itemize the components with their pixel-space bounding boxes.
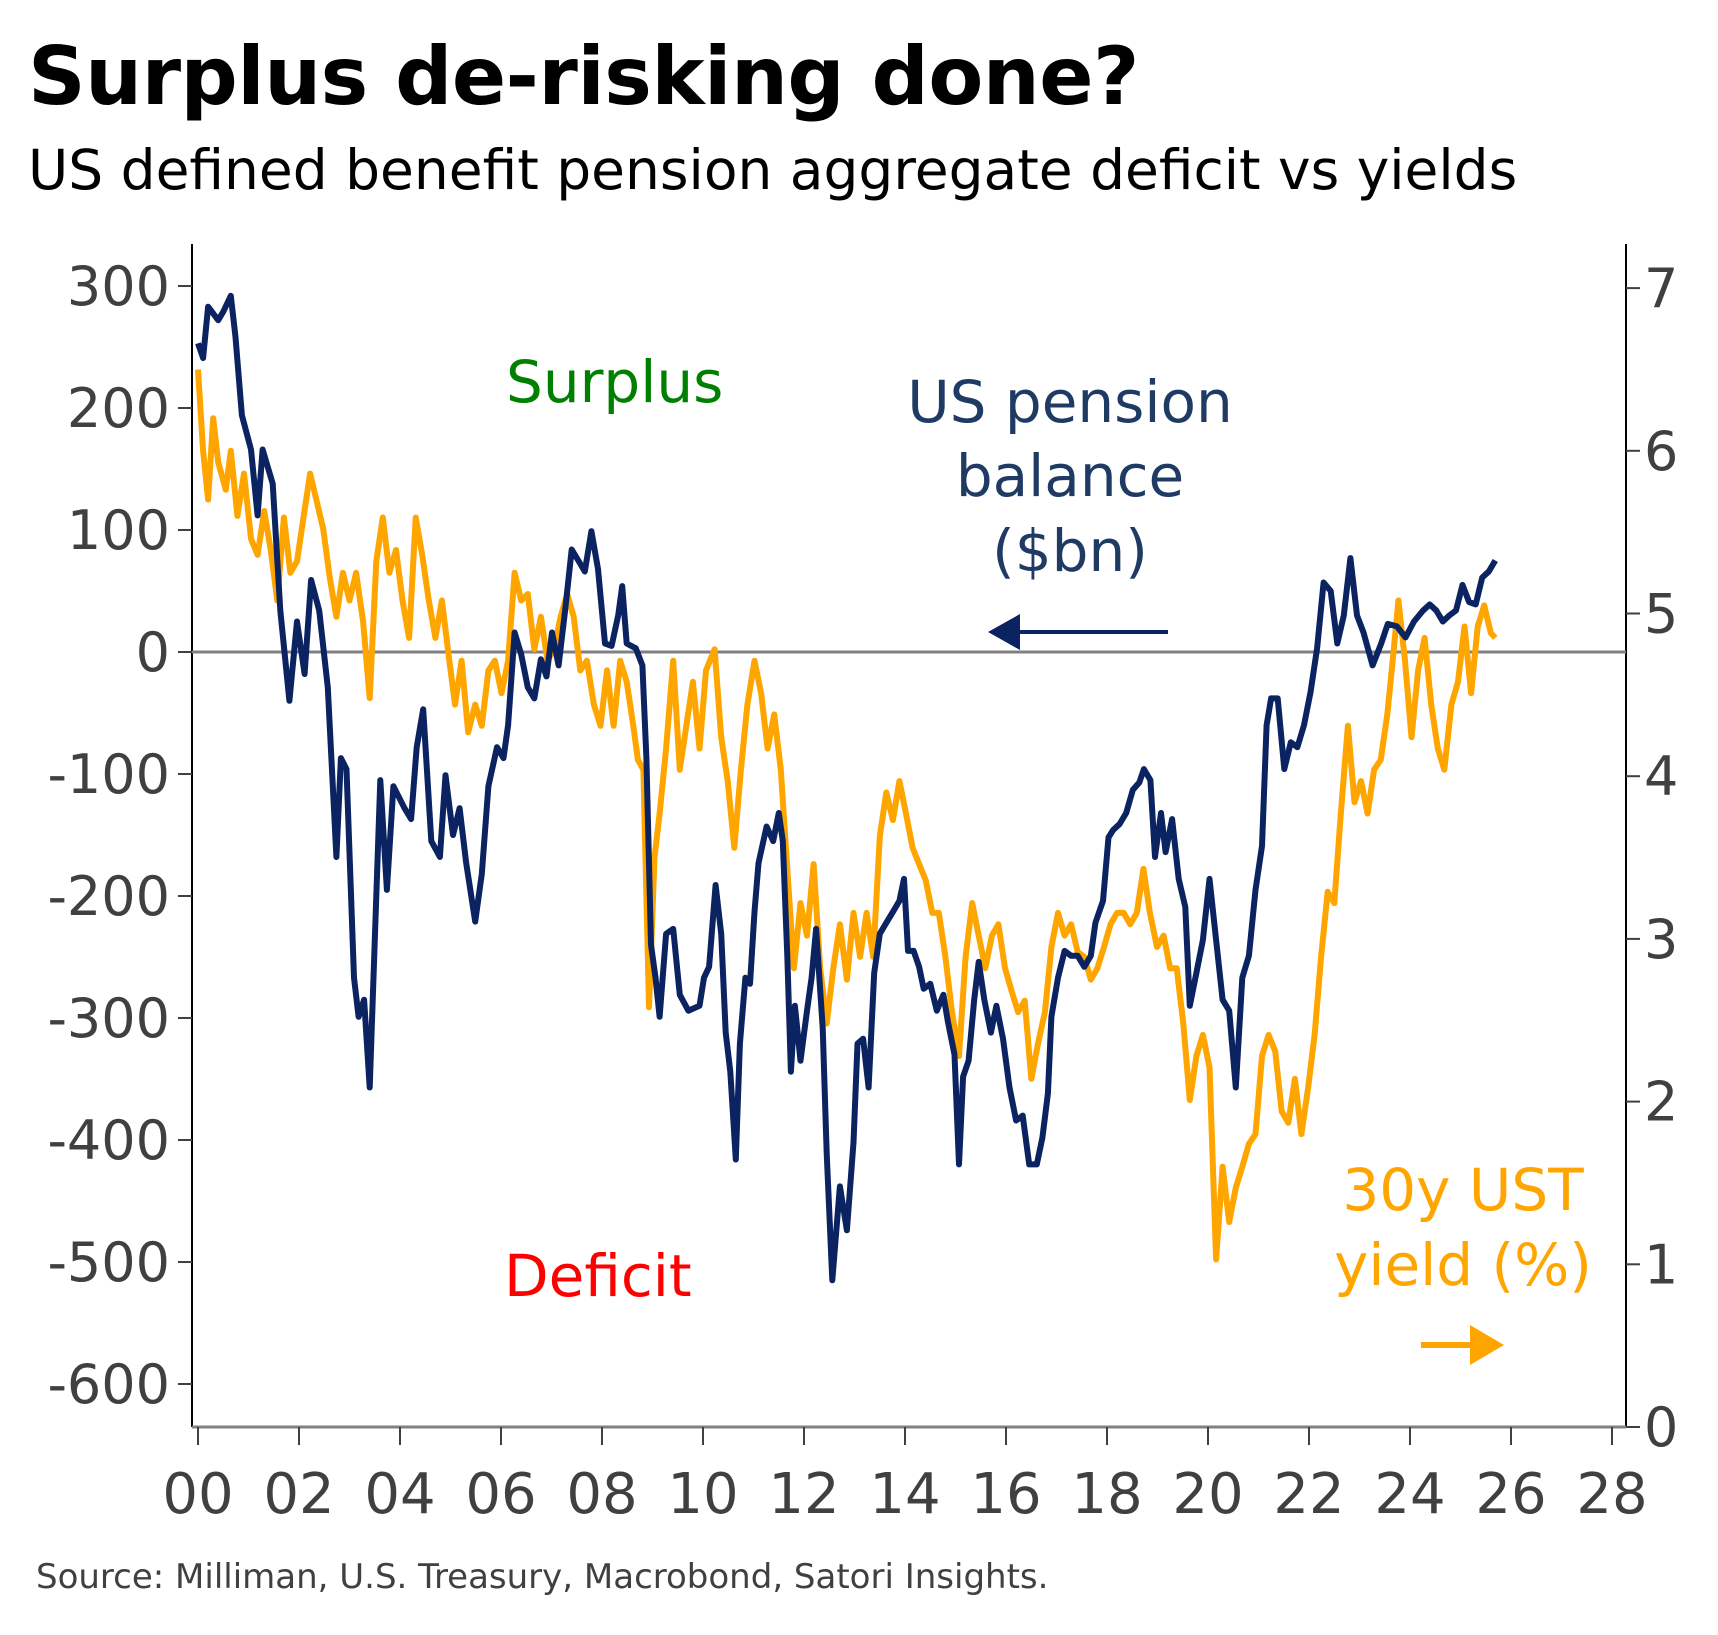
y-left-tick-label: -300 <box>47 987 170 1050</box>
y-left-tick-label: 300 <box>67 255 170 318</box>
y-right-tick-label: 7 <box>1644 257 1678 320</box>
yield-series-label: 30y UST <box>1342 1156 1584 1224</box>
x-tick-label: 14 <box>869 1462 940 1527</box>
series <box>195 292 1498 1284</box>
y-left-tick-label: 200 <box>67 377 170 440</box>
pension-series-line <box>195 292 1498 1284</box>
x-tick-label: 12 <box>768 1462 839 1527</box>
x-tick-label: 28 <box>1576 1462 1647 1527</box>
chart-title: Surplus de-risking done? <box>28 30 1139 123</box>
right-arrow-icon <box>1421 1325 1504 1365</box>
axes <box>191 244 1627 1429</box>
x-tick-label: 02 <box>263 1462 334 1527</box>
left-arrow-icon <box>988 614 1168 650</box>
y-right-tick-label: 0 <box>1644 1396 1678 1459</box>
x-tick-label: 06 <box>465 1462 536 1527</box>
yield-series-line <box>195 369 1498 1263</box>
x-tick-label: 00 <box>162 1462 233 1527</box>
y-left-tick-label: -100 <box>47 743 170 806</box>
pension-series-label: ($bn) <box>992 517 1148 585</box>
yield-series-label: yield (%) <box>1334 1231 1592 1299</box>
surplus-label: Surplus <box>506 348 723 416</box>
y-left-tick-label: -500 <box>47 1231 170 1294</box>
x-tick-label: 04 <box>364 1462 435 1527</box>
pension-series-label: US pension <box>907 368 1233 436</box>
y-right-tick-label: 2 <box>1644 1071 1678 1134</box>
ticks: 3002001000-100-200-300-400-500-600765432… <box>47 255 1678 1527</box>
x-tick-label: 08 <box>566 1462 637 1527</box>
y-left-tick-label: 100 <box>67 499 170 562</box>
y-right-tick-label: 5 <box>1644 583 1678 646</box>
chart-subtitle: US defined benefit pension aggregate def… <box>28 138 1518 202</box>
x-tick-label: 24 <box>1374 1462 1445 1527</box>
x-tick-label: 20 <box>1172 1462 1243 1527</box>
x-tick-label: 22 <box>1273 1462 1344 1527</box>
y-right-tick-label: 4 <box>1644 745 1678 808</box>
x-tick-label: 10 <box>667 1462 738 1527</box>
pension-series-label: balance <box>956 442 1184 510</box>
x-tick-label: 26 <box>1475 1462 1546 1527</box>
y-left-tick-label: 0 <box>136 621 170 684</box>
deficit-label: Deficit <box>504 1242 692 1310</box>
source-note: Source: Milliman, U.S. Treasury, Macrobo… <box>36 1557 1049 1597</box>
y-left-tick-label: -600 <box>47 1353 170 1416</box>
x-tick-label: 18 <box>1071 1462 1142 1527</box>
x-tick-label: 16 <box>970 1462 1041 1527</box>
y-right-tick-label: 1 <box>1644 1233 1678 1296</box>
y-left-tick-label: -200 <box>47 865 170 928</box>
y-right-tick-label: 6 <box>1644 420 1678 483</box>
y-left-tick-label: -400 <box>47 1109 170 1172</box>
y-right-tick-label: 3 <box>1644 908 1678 971</box>
